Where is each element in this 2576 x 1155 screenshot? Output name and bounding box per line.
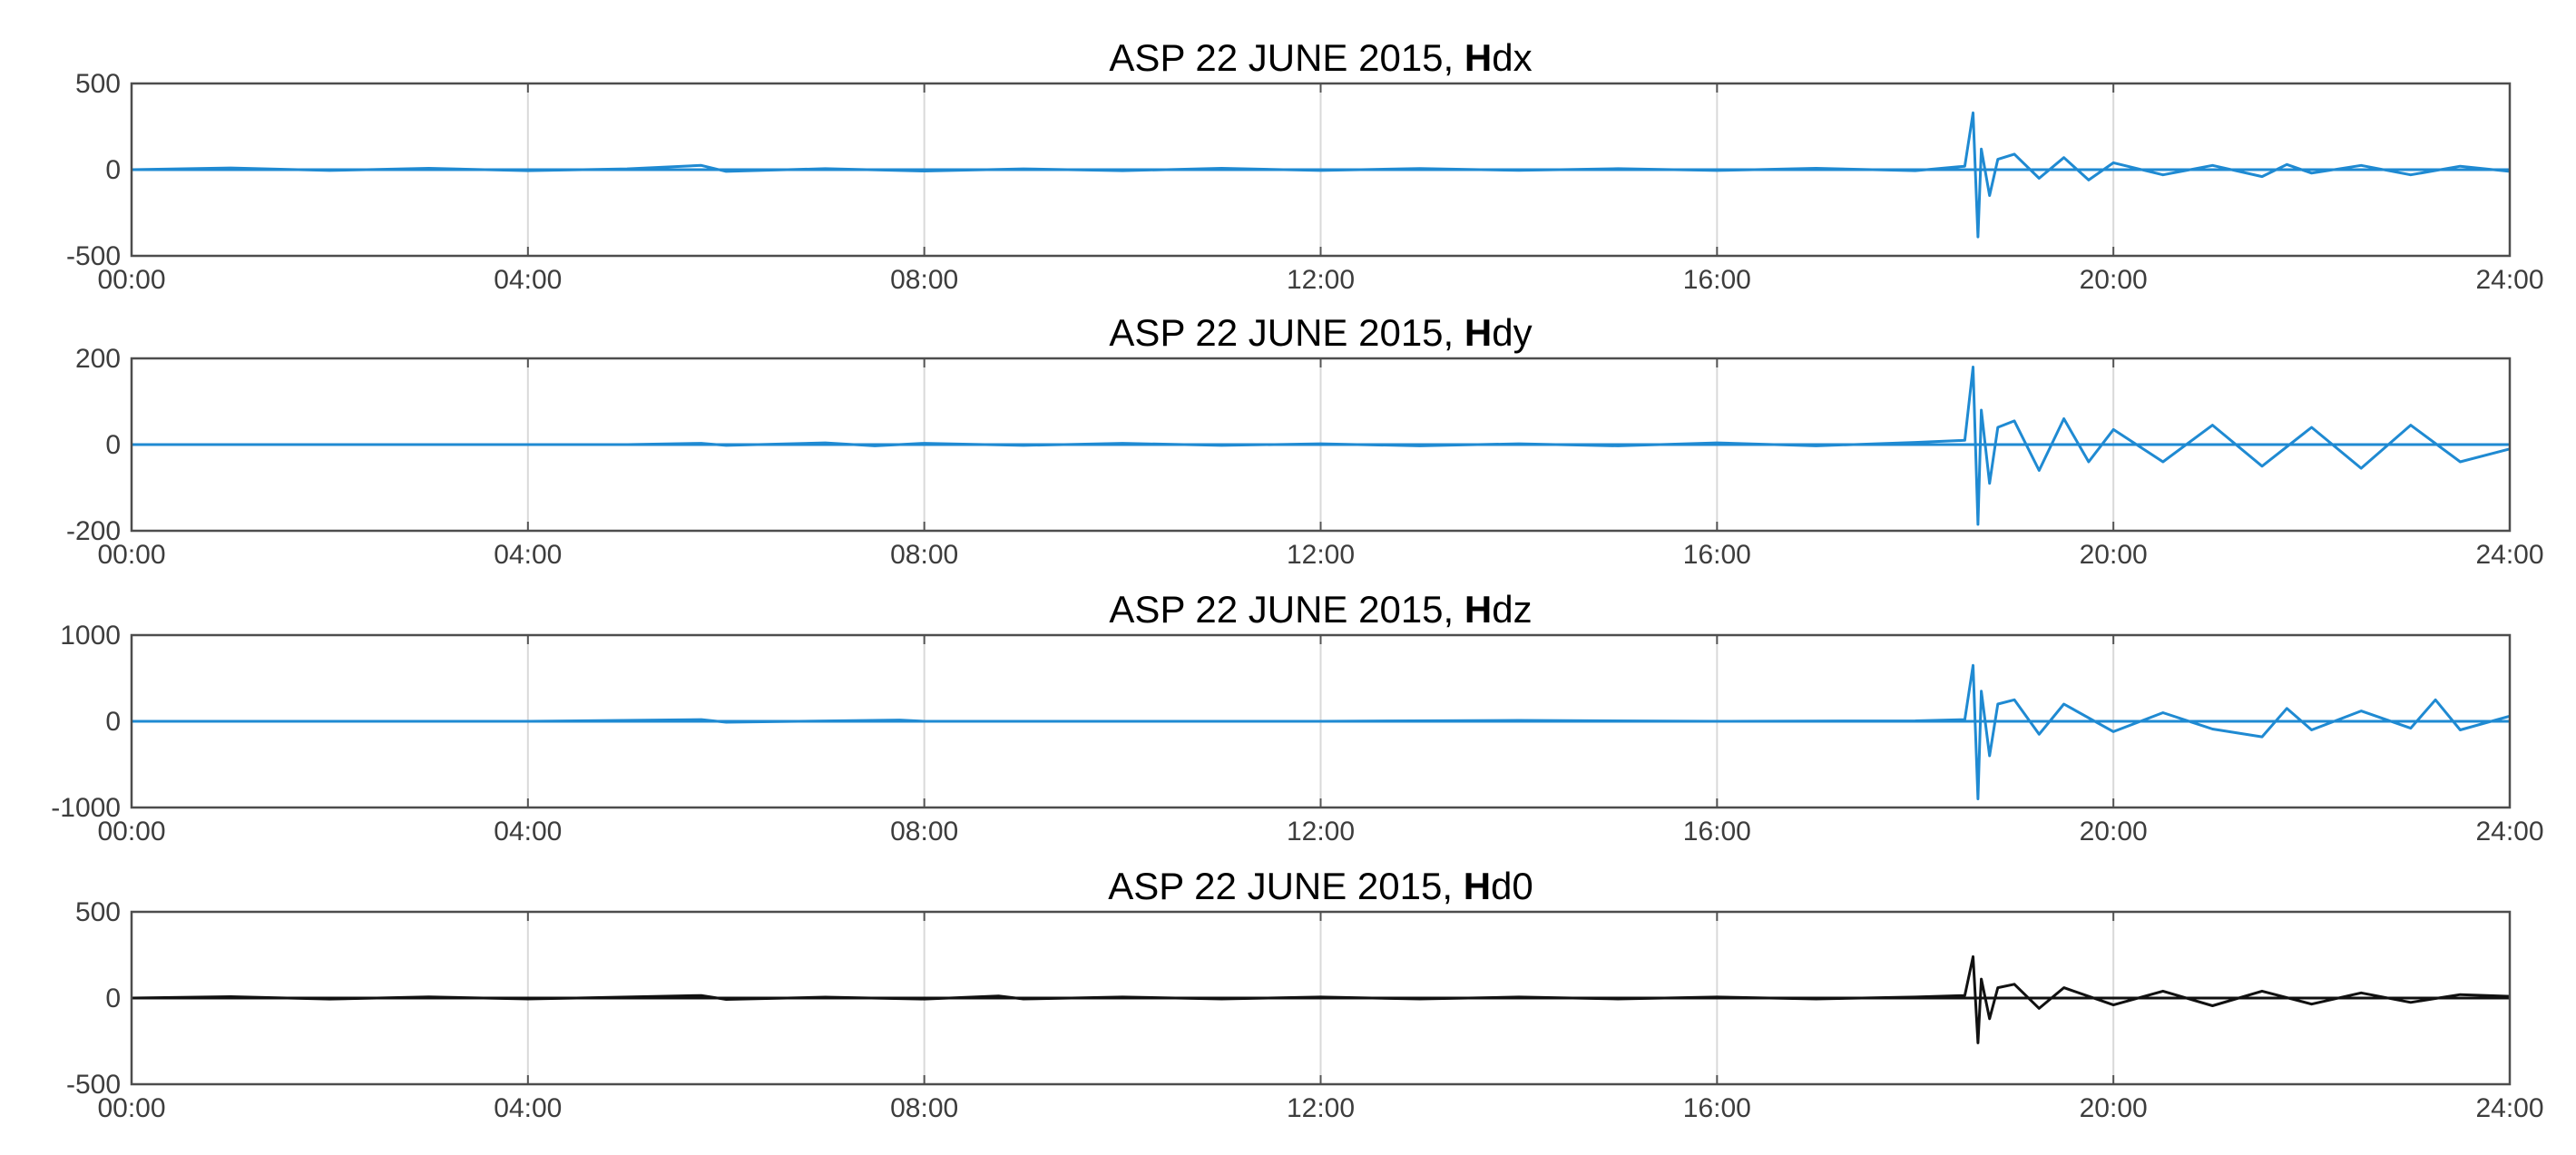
y-tick-label: -500 xyxy=(66,1070,121,1100)
y-tick-label: -200 xyxy=(66,516,121,546)
chart-title: ASP 22 JUNE 2015, Hd0 xyxy=(1108,865,1533,907)
x-tick-label: 24:00 xyxy=(2475,265,2543,295)
x-tick-label: 08:00 xyxy=(890,1093,958,1123)
x-tick-label: 12:00 xyxy=(1287,1093,1355,1123)
x-tick-label: 20:00 xyxy=(2080,265,2148,295)
x-tick-label: 00:00 xyxy=(97,265,165,295)
x-tick-label: 04:00 xyxy=(494,265,562,295)
y-tick-label: -1000 xyxy=(51,793,121,823)
x-tick-label: 08:00 xyxy=(890,265,958,295)
x-tick-label: 08:00 xyxy=(890,540,958,570)
chart-panel-1: ASP 22 JUNE 2015, Hdx 00:00 04:00 08:00 12:0… xyxy=(66,36,2544,295)
x-tick-label: 12:00 xyxy=(1287,540,1355,570)
x-tick-label: 16:00 xyxy=(1683,1093,1751,1123)
y-tick-label: 200 xyxy=(75,344,121,374)
x-tick-label: 20:00 xyxy=(2080,540,2148,570)
x-tick-label: 24:00 xyxy=(2475,1093,2543,1123)
x-tick-label: 12:00 xyxy=(1287,817,1355,847)
y-tick-label: 500 xyxy=(75,897,121,927)
chart-panel-2: ASP 22 JUNE 2015, Hdy 00:00 04:00 08:00 12:0… xyxy=(66,311,2544,570)
x-tick-label: 24:00 xyxy=(2475,540,2543,570)
y-tick-label: 0 xyxy=(105,984,121,1013)
y-tick-label: 0 xyxy=(105,430,121,460)
axes-frame xyxy=(130,633,2512,809)
chart-title: ASP 22 JUNE 2015, Hdy xyxy=(1109,311,1532,354)
x-tick-label: 16:00 xyxy=(1683,817,1751,847)
x-tick-label: 20:00 xyxy=(2080,1093,2148,1123)
y-tick-label: 0 xyxy=(105,707,121,737)
series-line-1 xyxy=(132,663,2511,800)
axes-frame xyxy=(130,357,2512,533)
x-tick-label: 04:00 xyxy=(494,817,562,847)
x-tick-label: 04:00 xyxy=(494,540,562,570)
axes-frame xyxy=(130,82,2512,258)
x-tick-label: 04:00 xyxy=(494,1093,562,1123)
y-tick-label: 1000 xyxy=(60,621,121,651)
x-tick-label: 24:00 xyxy=(2475,817,2543,847)
chart-title: ASP 22 JUNE 2015, Hdz xyxy=(1109,588,1532,631)
series-line-1 xyxy=(131,954,2511,1044)
x-tick-label: 08:00 xyxy=(890,817,958,847)
x-tick-label: 12:00 xyxy=(1287,265,1355,295)
chart-title: ASP 22 JUNE 2015, Hdx xyxy=(1109,36,1532,79)
series-line-1 xyxy=(131,111,2511,239)
x-tick-label: 20:00 xyxy=(2080,817,2148,847)
x-tick-label: 00:00 xyxy=(97,817,165,847)
x-tick-label: 16:00 xyxy=(1683,265,1751,295)
x-tick-label: 00:00 xyxy=(97,1093,165,1123)
y-tick-label: 500 xyxy=(75,69,121,99)
y-tick-label: -500 xyxy=(66,241,121,271)
series-line-1 xyxy=(132,366,2511,526)
axes-frame xyxy=(130,910,2512,1086)
x-tick-label: 16:00 xyxy=(1683,540,1751,570)
chart-panel-4: ASP 22 JUNE 2015, Hd0 00:00 04:00 08:00 12:0… xyxy=(66,865,2544,1123)
y-tick-label: 0 xyxy=(105,155,121,185)
chart-panel-3: ASP 22 JUNE 2015, Hdz 00:00 04:00 08:00 12:0… xyxy=(51,588,2543,847)
x-tick-label: 00:00 xyxy=(97,540,165,570)
